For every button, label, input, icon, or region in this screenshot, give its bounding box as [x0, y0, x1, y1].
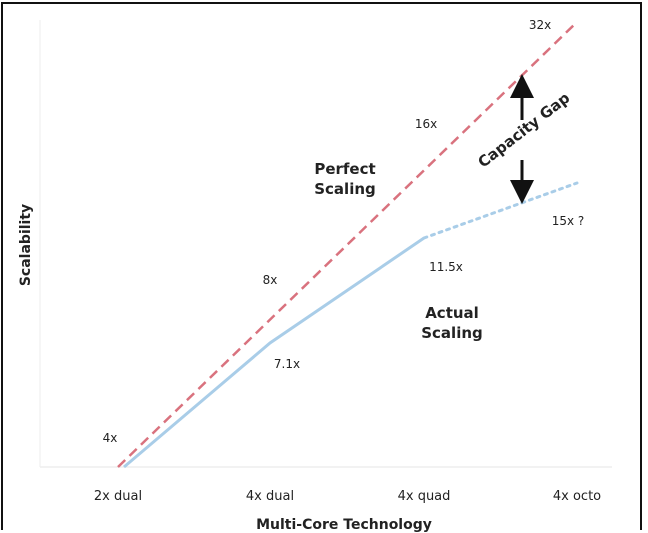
perfect-scaling-line [117, 21, 578, 468]
perfect-scaling-label-line1: Perfect Scaling [314, 160, 376, 198]
perfect-scaling-value-label: 16x [415, 117, 437, 131]
x-tick-labels: 2x dual 4x dual 4x quad 4x octo [94, 489, 601, 504]
series-lines [117, 21, 579, 469]
actual-scaling-label-line1: Actual Scaling [421, 304, 483, 342]
actual-scaling-projection-line [422, 181, 579, 240]
x-tick-label: 4x octo [553, 489, 601, 504]
actual-scaling-value-label: 7.1x [274, 357, 300, 371]
x-tick-label: 2x dual [94, 489, 142, 504]
x-axis-title: Multi-Core Technology [256, 517, 432, 533]
perfect-scaling-value-label: 4x [103, 431, 118, 445]
point-labels: 4x 8x 16x 32x 7.1x 11.5x 15x ? [103, 18, 585, 445]
actual-scaling-value-label: 11.5x [429, 260, 463, 274]
axes [39, 20, 612, 468]
chart-frame [1, 2, 642, 530]
perfect-scaling-value-label: 32x [529, 18, 551, 32]
capacity-gap-label: Capacity Gap [474, 89, 573, 172]
y-axis-title: Scalability [18, 204, 34, 286]
x-tick-label: 4x dual [246, 489, 294, 504]
capacity-gap-annotation: Capacity Gap [474, 74, 574, 204]
perfect-scaling-value-label: 8x [263, 273, 278, 287]
actual-scaling-line [123, 236, 425, 469]
actual-scaling-value-label: 15x ? [552, 214, 585, 228]
x-tick-label: 4x quad [398, 489, 451, 504]
